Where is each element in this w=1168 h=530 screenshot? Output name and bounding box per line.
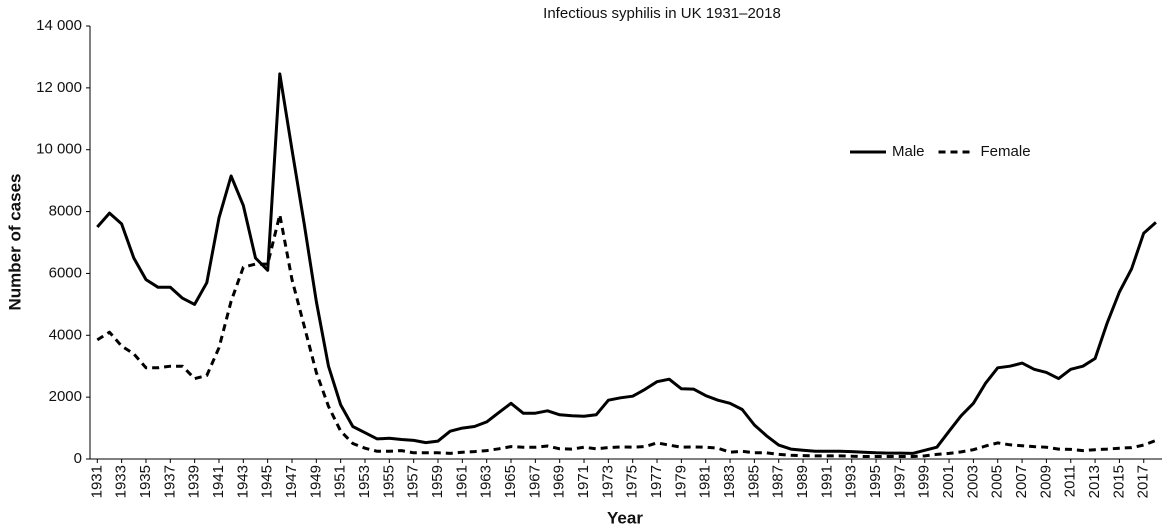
legend-label: Female	[981, 143, 1031, 160]
x-tick-label: 1995	[867, 465, 884, 498]
x-tick-label: 1943	[234, 465, 251, 498]
x-tick-label: 1961	[453, 465, 470, 498]
y-tick-label: 0	[74, 450, 82, 467]
x-tick-label: 1983	[721, 465, 738, 498]
x-tick-label: 2005	[989, 465, 1006, 498]
x-tick-label: 1941	[210, 465, 227, 498]
x-tick-label: 1979	[672, 465, 689, 498]
x-tick-label: 1993	[843, 465, 860, 498]
x-tick-label: 1963	[478, 465, 495, 498]
line-series	[96, 72, 1157, 455]
y-tick-label: 4000	[49, 326, 82, 343]
x-tick-label: 1957	[405, 465, 422, 498]
line-series	[96, 213, 1157, 458]
x-tick-label: 1997	[891, 465, 908, 498]
x-tick-label: 1975	[624, 465, 641, 498]
x-tick-label: 1969	[551, 465, 568, 498]
x-tick-label: 1959	[429, 465, 446, 498]
x-tick-label: 1989	[794, 465, 811, 498]
x-tick-label: 2009	[1037, 465, 1054, 498]
x-tick-label: 1937	[161, 465, 178, 498]
x-tick-label: 1933	[113, 465, 130, 498]
x-tick-label: 1951	[332, 465, 349, 498]
x-tick-label: 2001	[940, 465, 957, 498]
x-tick-label: 2007	[1013, 465, 1030, 498]
x-tick-label: 1971	[575, 465, 592, 498]
x-tick-label: 1935	[137, 465, 154, 498]
x-tick-label: 1949	[307, 465, 324, 498]
y-tick-label: 12 000	[36, 79, 82, 96]
x-tick-label: 1977	[648, 465, 665, 498]
x-tick-label: 1947	[283, 465, 300, 498]
x-tick-label: 1945	[259, 465, 276, 498]
x-tick-label: 1985	[745, 465, 762, 498]
x-tick-label: 1967	[526, 465, 543, 498]
x-tick-label: 1939	[186, 465, 203, 498]
y-tick-label: 14 000	[36, 17, 82, 34]
x-tick-label: 2013	[1086, 465, 1103, 498]
y-tick-label: 8000	[49, 203, 82, 220]
x-axis-label: Year	[607, 508, 643, 527]
y-tick-label: 10 000	[36, 141, 82, 158]
x-tick-label: 1973	[599, 465, 616, 498]
x-tick-label: 2015	[1110, 465, 1127, 498]
x-tick-label: 1955	[380, 465, 397, 498]
y-tick-label: 6000	[49, 264, 82, 281]
x-tick-label: 1987	[770, 465, 787, 498]
x-tick-label: 2017	[1135, 465, 1152, 498]
chart-title: Infectious syphilis in UK 1931–2018	[543, 5, 781, 22]
x-tick-label: 1981	[697, 465, 714, 498]
x-tick-label: 2003	[964, 465, 981, 498]
x-tick-label: 2011	[1062, 465, 1079, 497]
x-tick-label: 1931	[88, 465, 105, 498]
x-tick-label: 1991	[818, 465, 835, 498]
x-tick-label: 1965	[502, 465, 519, 498]
x-tick-label: 1953	[356, 465, 373, 498]
y-tick-label: 2000	[49, 388, 82, 405]
y-axis-label: Number of cases	[5, 174, 24, 311]
x-tick-label: 1999	[916, 465, 933, 498]
legend-label: Male	[892, 143, 925, 160]
